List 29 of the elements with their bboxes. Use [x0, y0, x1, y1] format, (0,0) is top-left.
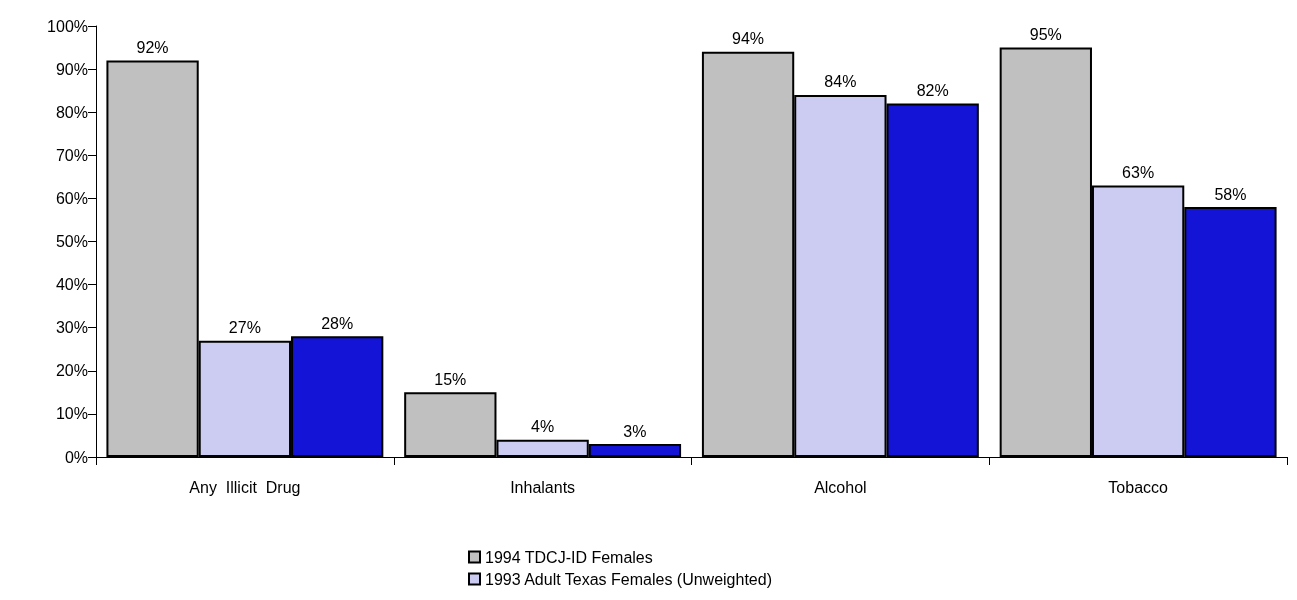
legend-label: 1994 TDCJ-ID Females	[485, 548, 653, 566]
y-tick-label: 10%	[55, 405, 88, 423]
data-label: 84%	[824, 73, 857, 91]
x-tick-label: Tobacco	[1108, 478, 1169, 496]
x-tick-label: Any Illicit Drug	[189, 478, 301, 496]
y-tick-label: 30%	[55, 319, 88, 337]
data-label: 58%	[1214, 185, 1247, 203]
data-label: 4%	[531, 418, 555, 436]
data-label: 92%	[136, 38, 169, 56]
data-label: 28%	[321, 314, 354, 332]
x-tick-label: Alcohol	[814, 478, 867, 496]
y-tick-label: 40%	[55, 276, 88, 294]
data-label: 15%	[434, 370, 467, 388]
data-label: 27%	[228, 319, 261, 337]
data-label: 3%	[623, 422, 647, 440]
data-label: 95%	[1029, 26, 1062, 44]
y-tick-label: 60%	[55, 189, 88, 207]
legend-label: 1993 Adult Texas Females (Unweighted)	[485, 570, 772, 588]
y-tick-label: 50%	[55, 233, 88, 250]
y-tick-label: 80%	[55, 103, 88, 121]
y-tick-label: 70%	[55, 146, 88, 164]
x-tick-label: Inhalants	[510, 478, 576, 496]
data-label: 82%	[916, 82, 949, 100]
data-label: 63%	[1122, 163, 1155, 181]
y-tick-label: 90%	[55, 60, 88, 78]
y-tick-label: 100%	[47, 17, 88, 35]
data-label: 94%	[732, 30, 765, 48]
y-tick-label: 0%	[64, 448, 88, 466]
y-tick-label: 20%	[55, 362, 88, 380]
